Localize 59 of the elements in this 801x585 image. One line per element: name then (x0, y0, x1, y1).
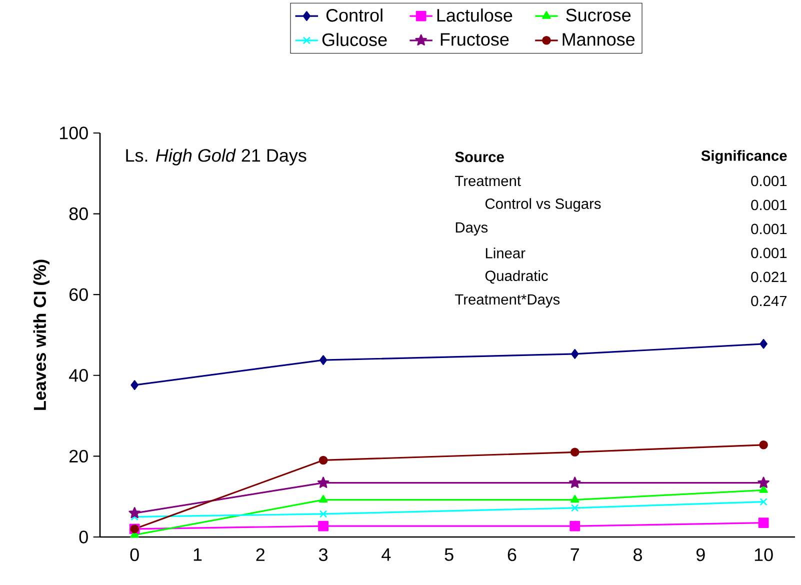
x-tick-label: 5 (444, 548, 454, 561)
point (319, 355, 328, 365)
point (318, 494, 328, 503)
x-tick-label: 2 (256, 548, 264, 561)
x-tick-label: 3 (318, 548, 328, 562)
y-tick-label: 60 (70, 288, 88, 301)
annotation: Treatment*Days (455, 294, 560, 308)
point (318, 520, 328, 532)
point (760, 338, 768, 349)
annotation: 0.001 (751, 200, 787, 210)
x-tick-label: 8 (634, 548, 642, 562)
legend-label: Glucose (322, 32, 387, 46)
legend-label: Lactulose (437, 8, 512, 22)
point (569, 476, 581, 488)
point (570, 448, 580, 457)
annotation: 0.001 (751, 176, 787, 186)
point (130, 380, 138, 390)
point (570, 520, 580, 532)
y-tick-label: 0 (79, 530, 88, 544)
annotation: Ls. High Gold 21 Days (126, 148, 306, 166)
annotation: 0.001 (751, 248, 787, 258)
x-tick-label: 10 (754, 548, 773, 562)
x-tick-label: 0 (130, 548, 139, 562)
legend-label: Control (326, 8, 382, 22)
x-tick-label: 6 (508, 548, 516, 562)
annotation: Linear (486, 248, 526, 258)
annotation: Control vs Sugars (485, 198, 601, 212)
y-tick-label: 80 (69, 207, 88, 220)
legend-label: Sucrose (566, 8, 631, 22)
annotation: 0.247 (751, 296, 787, 306)
x-tick-label: 9 (696, 548, 705, 562)
point (759, 440, 768, 450)
point (570, 494, 580, 503)
legend-label: Mannose (562, 33, 635, 46)
y-tick-label: 20 (70, 450, 88, 463)
point (758, 518, 769, 528)
annotation: Significance (701, 150, 787, 164)
y-tick-label: 100 (60, 126, 88, 140)
point (760, 498, 768, 506)
x-tick-label: 7 (570, 548, 579, 561)
point (317, 476, 330, 488)
y-tick-label: 40 (69, 369, 88, 382)
annotation: Treatment (455, 176, 521, 186)
point (128, 507, 140, 518)
point (570, 349, 579, 359)
point (758, 476, 770, 488)
point (570, 504, 579, 512)
annotation: Quadratic (485, 270, 548, 284)
annotation: Source (455, 152, 504, 162)
annotation: 0.001 (751, 224, 787, 234)
y-axis-title: Leaves with CI (%) (33, 260, 50, 410)
x-tick-label: 1 (194, 548, 202, 561)
annotation: Days (456, 222, 488, 236)
point (318, 456, 328, 465)
annotation: 0.021 (751, 272, 787, 282)
point (130, 512, 138, 521)
point (319, 510, 328, 518)
x-tick-label: 4 (382, 548, 391, 561)
legend-label: Fructose (440, 33, 509, 46)
